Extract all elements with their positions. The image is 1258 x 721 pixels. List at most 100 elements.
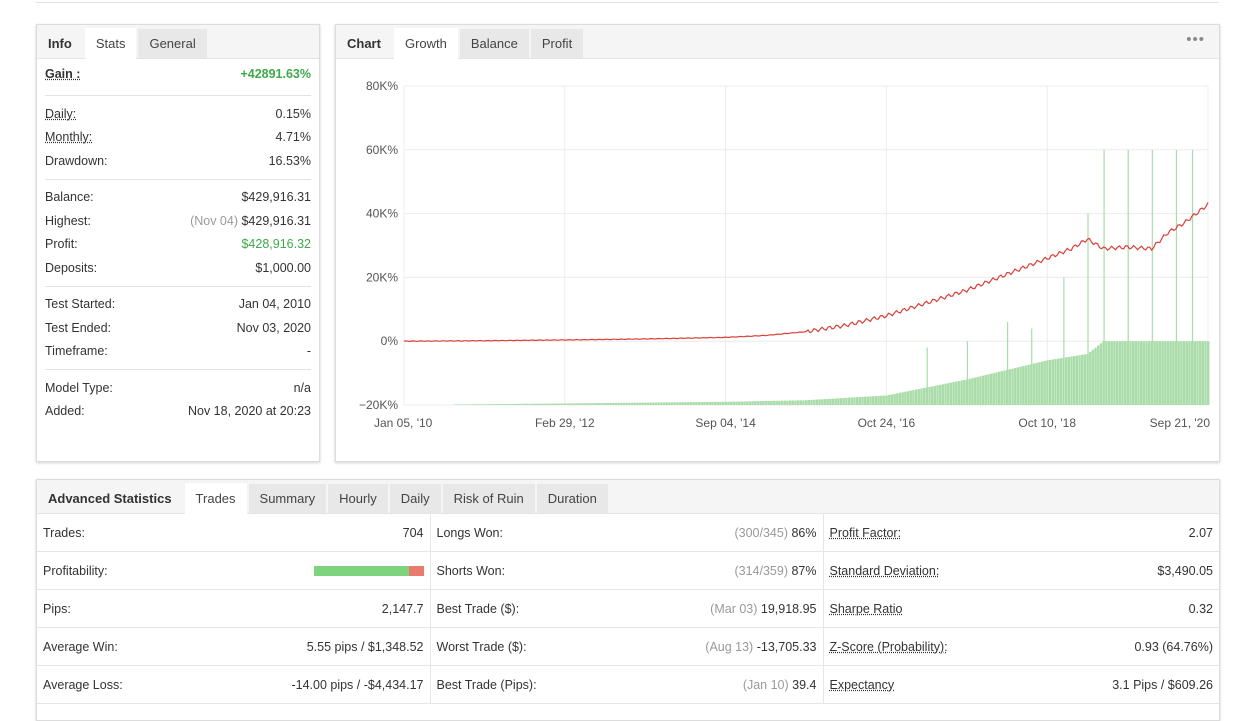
stat-label: Worst Trade ($): <box>430 627 590 666</box>
tab-hourly[interactable]: Hourly <box>328 484 388 513</box>
drawdown-bar <box>1182 341 1186 405</box>
drawdown-bar <box>649 402 652 405</box>
top-divider <box>36 0 1219 3</box>
stat-value: 5.55 pips / $1,348.52 <box>237 627 431 666</box>
drawdown-bar <box>847 397 851 405</box>
drawdown-bar <box>788 400 792 405</box>
drawdown-bar <box>1121 341 1124 405</box>
drawdown-bar <box>1161 341 1164 405</box>
y-tick-label: 80K% <box>366 79 398 93</box>
tab-daily[interactable]: Daily <box>389 484 441 513</box>
test-started-row: Test Started: Jan 04, 2010 <box>45 293 311 317</box>
drawdown-bar <box>553 403 556 405</box>
drawdown-bar <box>657 402 660 405</box>
drawdown-bar <box>815 399 819 405</box>
drawdown-bar <box>1164 341 1167 405</box>
daily-label[interactable]: Daily: <box>45 106 77 121</box>
stat-label: Sharpe Ratio <box>823 589 1013 628</box>
drawdown-bar <box>981 375 985 405</box>
drawdown-bar <box>612 402 615 405</box>
drawdown-bar <box>823 399 827 405</box>
drawdown-bar <box>855 397 859 405</box>
stat-help-label[interactable]: Z-Score (Probability): <box>829 639 948 654</box>
stat-help-label[interactable]: Expectancy <box>829 677 895 692</box>
drawdown-bar <box>1207 341 1210 405</box>
drawdown-bar <box>1070 356 1073 405</box>
drawdown-bar <box>1014 367 1017 405</box>
tab-profit[interactable]: Profit <box>530 29 584 58</box>
drawdown-bar <box>1075 355 1079 405</box>
stat-help-label[interactable]: Profit Factor: <box>829 525 902 540</box>
table-row: Pips: 2,147.7 Best Trade ($): (Mar 03) 19,9… <box>37 589 1219 628</box>
drawdown-bar <box>909 390 912 405</box>
tab-trades[interactable]: Trades <box>184 483 247 514</box>
drawdown-bar <box>1027 364 1030 405</box>
drawdown-bar <box>1016 367 1020 405</box>
advanced-statistics-panel: Advanced Statistics Trades Summary Hourl… <box>36 479 1220 721</box>
monthly-value: 4.71% <box>275 130 311 145</box>
x-tick-label: Oct 10, '18 <box>1018 416 1076 430</box>
drawdown-bar <box>502 404 505 405</box>
drawdown-value: 16.53% <box>268 153 311 168</box>
more-dots-icon[interactable]: ••• <box>1186 31 1205 48</box>
tab-summary[interactable]: Summary <box>248 484 327 513</box>
drawdown-bar <box>831 398 835 405</box>
spike-bar <box>1103 149 1105 405</box>
drawdown-bar <box>1011 368 1014 405</box>
drawdown-bar <box>834 398 837 405</box>
x-tick-label: Sep 04, '14 <box>695 416 756 430</box>
drawdown-bar <box>609 402 612 405</box>
drawdown-bar <box>1051 359 1054 405</box>
stat-number: 39.4 <box>792 677 817 692</box>
tab-risk-of-ruin[interactable]: Risk of Ruin <box>442 484 535 513</box>
drawdown-bar <box>585 403 588 405</box>
drawdown-bar <box>652 402 655 405</box>
profit-row: Profit: $428,916.32 <box>45 233 311 257</box>
drawdown-bar <box>507 403 510 405</box>
drawdown-bar <box>1003 370 1006 405</box>
drawdown-bar <box>684 402 687 405</box>
drawdown-bar <box>1158 341 1162 405</box>
drawdown-bar <box>1105 341 1108 405</box>
drawdown-bar <box>727 401 730 405</box>
stat-help-label[interactable]: Standard Deviation: <box>829 563 940 578</box>
drawdown-bar <box>1089 351 1092 405</box>
tab-duration[interactable]: Duration <box>536 484 608 513</box>
profit-label: Profit: <box>45 237 78 252</box>
test-started-value: Jan 04, 2010 <box>238 297 311 312</box>
tab-info[interactable]: Info <box>48 36 72 51</box>
drawdown-bar <box>1107 341 1111 405</box>
drawdown-bar <box>673 402 677 405</box>
model-type-row: Model Type: n/a <box>45 376 311 400</box>
tab-stats[interactable]: Stats <box>84 28 137 59</box>
spike-bar <box>926 347 928 405</box>
drawdown-bar <box>1177 341 1180 405</box>
drawdown-bar <box>869 396 872 405</box>
drawdown-bar <box>778 400 781 405</box>
y-tick-label: 0% <box>381 334 399 348</box>
drawdown-bar <box>740 401 744 405</box>
drawdown-bar <box>1201 341 1205 405</box>
drawdown-bar <box>746 401 749 405</box>
table-row: Average Win: 5.55 pips / $1,348.52 Worst T… <box>37 627 1219 666</box>
tab-general[interactable]: General <box>138 29 207 58</box>
drawdown-bar <box>732 401 736 405</box>
gain-row: Gain : +42891.63% <box>45 59 311 89</box>
drawdown-bar <box>555 403 559 405</box>
drawdown-bar <box>979 376 982 405</box>
drawdown-bar <box>687 402 690 405</box>
balance-row: Balance: $429,916.31 <box>45 186 311 210</box>
stat-help-label[interactable]: Sharpe Ratio <box>829 601 903 616</box>
monthly-label[interactable]: Monthly: <box>45 130 93 145</box>
tab-balance[interactable]: Balance <box>459 29 529 58</box>
drawdown-bar <box>1166 341 1170 405</box>
drawdown-bar <box>898 392 902 405</box>
drawdown-bar <box>689 402 693 405</box>
stat-value: (Mar 03) 19,918.95 <box>590 589 824 628</box>
drawdown-bar <box>708 401 711 405</box>
table-row: Trades: 704 Longs Won: (300/345) 86% Profit … <box>37 514 1219 552</box>
gain-label[interactable]: Gain : <box>45 67 81 81</box>
stat-value: 0.32 <box>1013 589 1219 628</box>
drawdown-bar <box>668 402 671 405</box>
tab-growth[interactable]: Growth <box>393 28 458 59</box>
